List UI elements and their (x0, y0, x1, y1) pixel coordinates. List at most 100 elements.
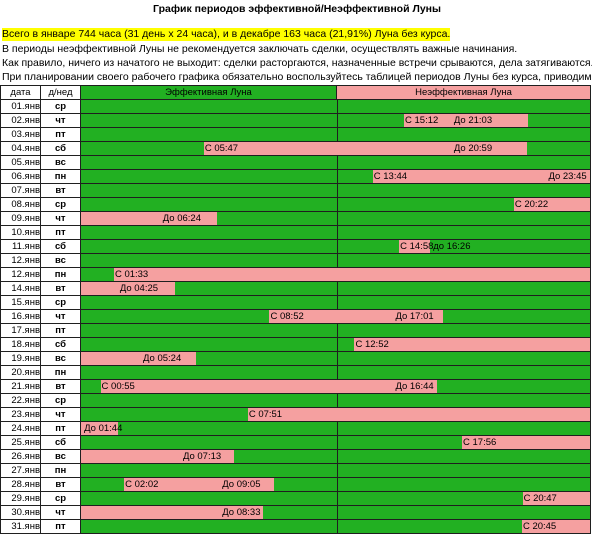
weekday-cell: вт (40, 379, 81, 394)
void-of-course-bar (81, 352, 196, 365)
table-body: 01.янв ср 02.янв чт С 15:12 До 21:03 03.янв пт 0… (0, 99, 591, 534)
time-label: С 08:52 (270, 311, 304, 322)
time-label: С 05:47 (204, 143, 239, 154)
table-row: 29.янв ср С 20:47 (0, 491, 591, 506)
date-cell: 10.янв (0, 225, 41, 240)
weekday-cell: ср (40, 99, 81, 114)
date-cell: 12.янв (0, 267, 41, 282)
table-row: 04.янв сб С 05:47 До 20:59 (0, 141, 591, 156)
timeline-cell: С 20:47 (80, 491, 591, 506)
column-divider (337, 492, 338, 505)
time-label: С 07:51 (248, 409, 283, 420)
weekday-cell: ср (40, 295, 81, 310)
column-divider (337, 226, 338, 239)
table-row: 08.янв ср С 20:22 (0, 197, 591, 212)
time-label: С 20:45 (522, 521, 557, 532)
column-divider (337, 422, 338, 435)
weekday-cell: пт (40, 519, 81, 534)
date-cell: 04.янв (0, 141, 41, 156)
void-of-course-bar (372, 170, 590, 183)
void-of-course-bar (81, 450, 235, 463)
weekday-cell: пт (40, 323, 81, 338)
time-label: До 16:44 (395, 381, 434, 392)
column-divider (337, 114, 338, 127)
table-row: 21.янв вт С 00:55 До 16:44 (0, 379, 591, 394)
time-label: С 01:33 (114, 269, 149, 280)
time-label: С 12:52 (355, 339, 389, 350)
date-cell: 19.янв (0, 351, 41, 366)
table-row: 17.янв пт (0, 323, 591, 338)
column-divider (337, 254, 338, 267)
table-row: 22.янв ср (0, 393, 591, 408)
time-label: С 17:56 (463, 437, 497, 448)
timeline-cell: До 05:24 (80, 351, 591, 366)
time-label: До 06:24 (162, 213, 201, 224)
weekday-cell: пт (40, 421, 81, 436)
timeline-cell (80, 323, 591, 338)
date-cell: 28.янв (0, 477, 41, 492)
column-divider (337, 394, 338, 407)
weekday-cell: чт (40, 309, 81, 324)
void-of-course-bar (203, 142, 528, 155)
column-divider (337, 296, 338, 309)
void-of-course-bar (81, 212, 217, 225)
table-row: 14.янв вт До 04:25 (0, 281, 591, 296)
header-date: дата (0, 85, 41, 100)
column-divider (337, 282, 338, 295)
weekday-cell: сб (40, 141, 81, 156)
void-of-course-bar (113, 268, 590, 281)
table-header-row: дата д/нед Эффективная Луна Неэффективна… (0, 85, 591, 100)
time-label: До 08:33 (222, 507, 261, 518)
void-of-course-bar (462, 436, 590, 449)
date-cell: 26.янв (0, 449, 41, 464)
void-of-course-bar (354, 338, 590, 351)
time-label: до 16:26 (433, 241, 471, 252)
timeline-cell: С 01:33 (80, 267, 591, 282)
time-label: С 15:12 (405, 115, 439, 126)
column-divider (337, 100, 338, 113)
table-row: 18.янв сб С 12:52 (0, 337, 591, 352)
void-of-course-bar (81, 506, 263, 519)
date-cell: 29.янв (0, 491, 41, 506)
date-cell: 05.янв (0, 155, 41, 170)
summary-line: Всего в январе 744 часа (31 день х 24 ча… (2, 28, 451, 41)
date-cell: 23.янв (0, 407, 41, 422)
column-divider (337, 520, 338, 533)
weekday-cell: пн (40, 267, 81, 282)
weekday-cell: вс (40, 351, 81, 366)
table-row: 10.янв пт (0, 225, 591, 240)
time-label: С 14:58 (400, 241, 434, 252)
weekday-cell: вс (40, 449, 81, 464)
void-of-course-bar (399, 240, 431, 253)
column-divider (337, 352, 338, 365)
column-divider (337, 464, 338, 477)
table-row: 16.янв чт С 08:52 До 17:01 (0, 309, 591, 324)
date-cell: 08.янв (0, 197, 41, 212)
column-divider (337, 478, 338, 491)
weekday-cell: чт (40, 407, 81, 422)
planning-line: При планировании своего рабочего графика… (2, 71, 592, 83)
weekday-cell: ср (40, 197, 81, 212)
timeline-cell: С 14:58 до 16:26 (80, 239, 591, 254)
weekday-cell: пт (40, 127, 81, 142)
moon-periods-table: дата д/нед Эффективная Луна Неэффективна… (0, 85, 591, 534)
date-cell: 25.янв (0, 435, 41, 450)
timeline-cell (80, 393, 591, 408)
column-divider (337, 212, 338, 225)
advice-line: В периоды неэффективной Луны не рекоменд… (2, 43, 518, 55)
table-row: 15.янв ср (0, 295, 591, 310)
table-row: 03.янв пт (0, 127, 591, 142)
table-row: 26.янв вс До 07:13 (0, 449, 591, 464)
time-label: До 05:24 (142, 353, 182, 364)
table-row: 12.янв вс (0, 253, 591, 268)
timeline-cell: До 06:24 (80, 211, 591, 226)
table-row: 01.янв ср (0, 99, 591, 114)
time-label: С 02:02 (125, 479, 159, 490)
date-cell: 09.янв (0, 211, 41, 226)
table-row: 05.янв вс (0, 155, 591, 170)
column-divider (337, 170, 338, 183)
weekday-cell: пн (40, 365, 81, 380)
timeline-cell (80, 183, 591, 198)
weekday-cell: пн (40, 169, 81, 184)
weekday-cell: пн (40, 463, 81, 478)
